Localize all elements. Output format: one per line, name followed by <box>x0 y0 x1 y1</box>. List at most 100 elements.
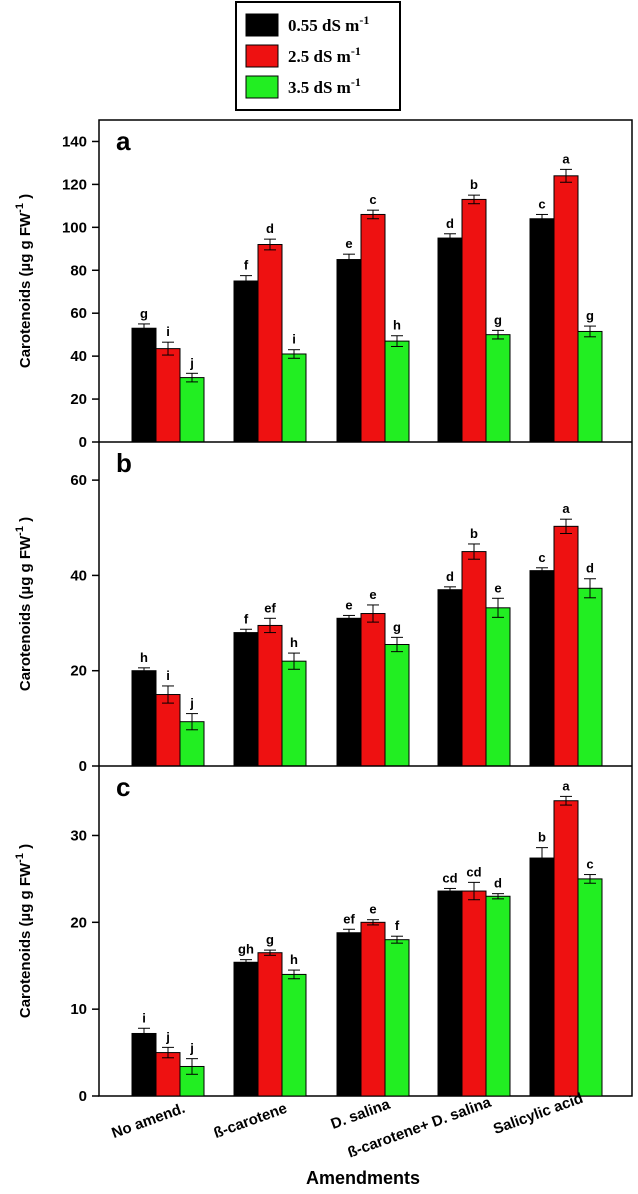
y-axis-label-main: Carotenoids (µg g FW <box>17 862 34 1018</box>
y-axis-label-c: Carotenoids (µg g FW-1 ) <box>14 844 34 1018</box>
legend-label-0: 0.55 dS m-1 <box>288 13 369 35</box>
bar-c-s1-c1 <box>257 952 283 1097</box>
sig-label-a-s1-c1: d <box>266 221 274 236</box>
bar-a-s1-c1 <box>257 244 283 443</box>
sig-label-b-s0-c0: h <box>140 650 148 665</box>
y-axis-label-sup: -1 <box>14 853 26 863</box>
y-axis-label-main: Carotenoids (µg g FW <box>17 212 34 368</box>
y-tick-label-b-40: 40 <box>70 567 87 584</box>
legend-label-main-0: 0.55 dS m <box>288 16 359 35</box>
bar-b-s0-c1 <box>233 632 259 767</box>
bar-a-s2-c3 <box>485 334 511 443</box>
bar-c-s1-c2 <box>360 921 386 1097</box>
bar-a-s0-c4 <box>529 218 555 443</box>
sig-label-c-s2-c1: h <box>290 952 298 967</box>
bar-a-s1-c0 <box>155 348 181 443</box>
bar-b-s0-c4 <box>529 570 555 767</box>
bar-c-s2-c2 <box>384 939 410 1097</box>
sig-label-c-s0-c0: i <box>142 1010 146 1025</box>
y-axis-label-sup: -1 <box>14 203 26 213</box>
sig-label-a-s2-c1: i <box>292 332 296 347</box>
sig-label-c-s0-c4: b <box>538 830 546 845</box>
sig-label-b-s1-c4: a <box>562 501 570 516</box>
y-tick-label-a-100: 100 <box>62 219 87 236</box>
bar-b-s0-c3 <box>437 589 463 767</box>
bar-c-s0-c1 <box>233 961 259 1097</box>
sig-label-a-s2-c4: g <box>586 308 594 323</box>
bar-c-s0-c3 <box>437 890 463 1097</box>
sig-label-b-s1-c1: ef <box>264 600 276 615</box>
y-tick-label-a-60: 60 <box>70 305 87 322</box>
sig-label-c-s1-c0: j <box>165 1029 170 1044</box>
sig-label-b-s0-c2: e <box>345 597 352 612</box>
y-axis-label-close: ) <box>17 517 34 526</box>
bar-a-s0-c1 <box>233 280 259 443</box>
sig-label-b-s0-c3: d <box>446 569 454 584</box>
sig-label-a-s2-c2: h <box>393 318 401 333</box>
bar-c-s2-c3 <box>485 895 511 1097</box>
bar-b-s1-c3 <box>461 551 487 767</box>
bar-b-s0-c2 <box>336 617 362 767</box>
y-tick-label-b-20: 20 <box>70 663 87 680</box>
sig-label-c-s0-c1: gh <box>238 942 254 957</box>
legend-label-main-1: 2.5 dS m <box>288 47 351 66</box>
y-tick-label-a-140: 140 <box>62 133 87 150</box>
sig-label-b-s2-c2: g <box>393 619 401 634</box>
sig-label-b-s2-c3: e <box>494 580 501 595</box>
sig-label-b-s1-c3: b <box>470 526 478 541</box>
y-tick-label-a-0: 0 <box>79 434 87 451</box>
sig-label-c-s0-c2: ef <box>343 911 355 926</box>
bar-c-s1-c0 <box>155 1052 181 1097</box>
bar-a-s0-c0 <box>131 327 157 443</box>
y-axis-label-b: Carotenoids (µg g FW-1 ) <box>14 517 34 691</box>
category-label-4: Salicylic acid <box>491 1090 585 1138</box>
sig-label-c-s0-c3: cd <box>442 870 457 885</box>
bar-a-s1-c2 <box>360 213 386 443</box>
bar-a-s2-c1 <box>281 353 307 443</box>
y-tick-label-c-10: 10 <box>70 1001 87 1018</box>
bar-c-s1-c3 <box>461 890 487 1097</box>
x-axis-title: Amendments <box>306 1168 420 1188</box>
sig-label-c-s2-c3: d <box>494 876 502 891</box>
sig-label-a-s0-c1: f <box>244 258 249 273</box>
category-label-2: D. salina <box>329 1096 393 1133</box>
y-axis-label-close: ) <box>17 844 34 853</box>
sig-label-c-s1-c2: e <box>369 902 376 917</box>
bar-c-s0-c4 <box>529 857 555 1097</box>
legend-swatch-0 <box>245 13 279 37</box>
sig-label-a-s0-c0: g <box>140 306 148 321</box>
panel-letter-a: a <box>116 126 131 156</box>
bar-a-s1-c4 <box>553 175 579 443</box>
sig-label-c-s2-c4: c <box>586 857 593 872</box>
bar-b-s0-c0 <box>131 670 157 767</box>
bar-a-s1-c3 <box>461 198 487 443</box>
sig-label-b-s0-c1: f <box>244 611 249 626</box>
bar-b-s1-c1 <box>257 624 283 767</box>
bar-a-s2-c0 <box>179 377 205 443</box>
sig-label-a-s1-c3: b <box>470 177 478 192</box>
y-tick-label-c-30: 30 <box>70 827 87 844</box>
sig-label-c-s2-c2: f <box>395 918 400 933</box>
bar-a-s2-c2 <box>384 340 410 443</box>
y-axis-label-main: Carotenoids (µg g FW <box>17 535 34 691</box>
sig-label-a-s1-c4: a <box>562 151 570 166</box>
y-tick-label-b-0: 0 <box>79 758 87 775</box>
panel-letter-c: c <box>116 772 130 802</box>
legend-label-sup-1: -1 <box>351 44 361 58</box>
legend-label-main-2: 3.5 dS m <box>288 78 351 97</box>
sig-label-a-s2-c0: j <box>189 355 194 370</box>
panel-letter-b: b <box>116 448 132 478</box>
y-axis-label-a: Carotenoids (µg g FW-1 ) <box>14 194 34 368</box>
sig-label-a-s0-c3: d <box>446 216 454 231</box>
bar-b-s2-c4 <box>577 587 603 767</box>
sig-label-c-s1-c1: g <box>266 932 274 947</box>
y-tick-label-b-60: 60 <box>70 472 87 489</box>
bar-c-s2-c1 <box>281 973 307 1097</box>
y-axis-label-sup: -1 <box>14 526 26 536</box>
y-tick-label-a-80: 80 <box>70 262 87 279</box>
sig-label-a-s1-c2: c <box>369 192 376 207</box>
y-tick-label-c-20: 20 <box>70 914 87 931</box>
sig-label-a-s2-c3: g <box>494 312 502 327</box>
y-tick-label-c-0: 0 <box>79 1088 87 1105</box>
sig-label-c-s2-c0: j <box>189 1041 194 1056</box>
